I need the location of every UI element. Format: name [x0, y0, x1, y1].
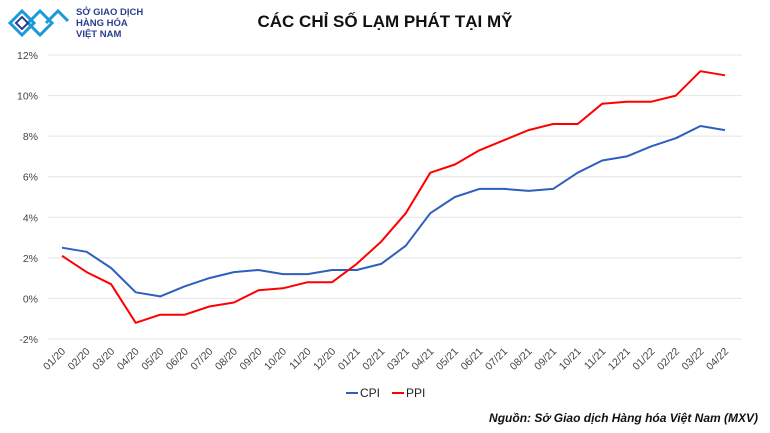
- x-tick-label: 10/20: [262, 346, 289, 373]
- x-tick-label: 08/21: [508, 346, 535, 373]
- x-tick-label: 08/20: [213, 346, 240, 373]
- logo-mark-icon: [8, 8, 70, 38]
- x-tick-label: 06/21: [458, 346, 485, 373]
- x-tick-label: 12/21: [606, 346, 633, 373]
- x-tick-label: 05/21: [434, 346, 461, 373]
- y-tick-label: 4%: [23, 212, 38, 224]
- x-tick-label: 03/21: [385, 346, 412, 373]
- y-tick-label: 12%: [17, 50, 38, 62]
- legend-label-cpi: CPI: [360, 386, 380, 400]
- y-tick-label: -2%: [19, 334, 38, 346]
- x-tick-label: 02/22: [655, 346, 682, 373]
- x-tick-label: 01/21: [336, 346, 363, 373]
- x-tick-label: 03/22: [679, 346, 706, 373]
- x-tick-label: 07/20: [188, 346, 215, 373]
- x-tick-label: 10/21: [557, 346, 584, 373]
- x-tick-label: 09/20: [237, 346, 264, 373]
- y-tick-label: 10%: [17, 91, 38, 103]
- logo: SỞ GIAO DỊCH HÀNG HÓA VIỆT NAM: [8, 6, 143, 40]
- logo-line: VIỆT NAM: [76, 28, 122, 40]
- x-tick-label: 01/22: [630, 346, 657, 373]
- x-tick-label: 02/20: [66, 346, 93, 373]
- x-tick-label: 12/20: [311, 346, 338, 373]
- x-tick-label: 01/20: [41, 346, 68, 373]
- y-tick-label: 8%: [23, 131, 38, 143]
- y-tick-label: 2%: [23, 253, 38, 265]
- x-tick-label: 09/21: [532, 346, 559, 373]
- logo-line: SỞ GIAO DỊCH: [76, 6, 144, 18]
- x-tick-label: 04/20: [115, 346, 142, 373]
- x-tick-label: 04/21: [409, 346, 436, 373]
- x-tick-label: 05/20: [139, 346, 166, 373]
- x-tick-label: 03/20: [90, 346, 117, 373]
- logo-line: HÀNG HÓA: [76, 17, 128, 29]
- source-note: Nguồn: Sở Giao dịch Hàng hóa Việt Nam (M…: [489, 411, 758, 425]
- x-tick-label: 04/22: [704, 346, 731, 373]
- series-line-cpi: [61, 125, 726, 298]
- y-tick-label: 6%: [23, 172, 38, 184]
- x-tick-label: 07/21: [483, 346, 510, 373]
- series-line-ppi: [61, 70, 726, 324]
- chart-title: CÁC CHỈ SỐ LẠM PHÁT TẠI MỸ: [257, 12, 513, 31]
- x-tick-label: 06/20: [164, 346, 191, 373]
- y-tick-label: 0%: [23, 293, 38, 305]
- x-tick-label: 02/21: [360, 346, 387, 373]
- x-tick-label: 11/21: [582, 346, 609, 373]
- x-tick-label: 11/20: [287, 346, 314, 373]
- logo-text: SỞ GIAO DỊCH HÀNG HÓA VIỆT NAM: [76, 7, 143, 40]
- legend-label-ppi: PPI: [406, 386, 425, 400]
